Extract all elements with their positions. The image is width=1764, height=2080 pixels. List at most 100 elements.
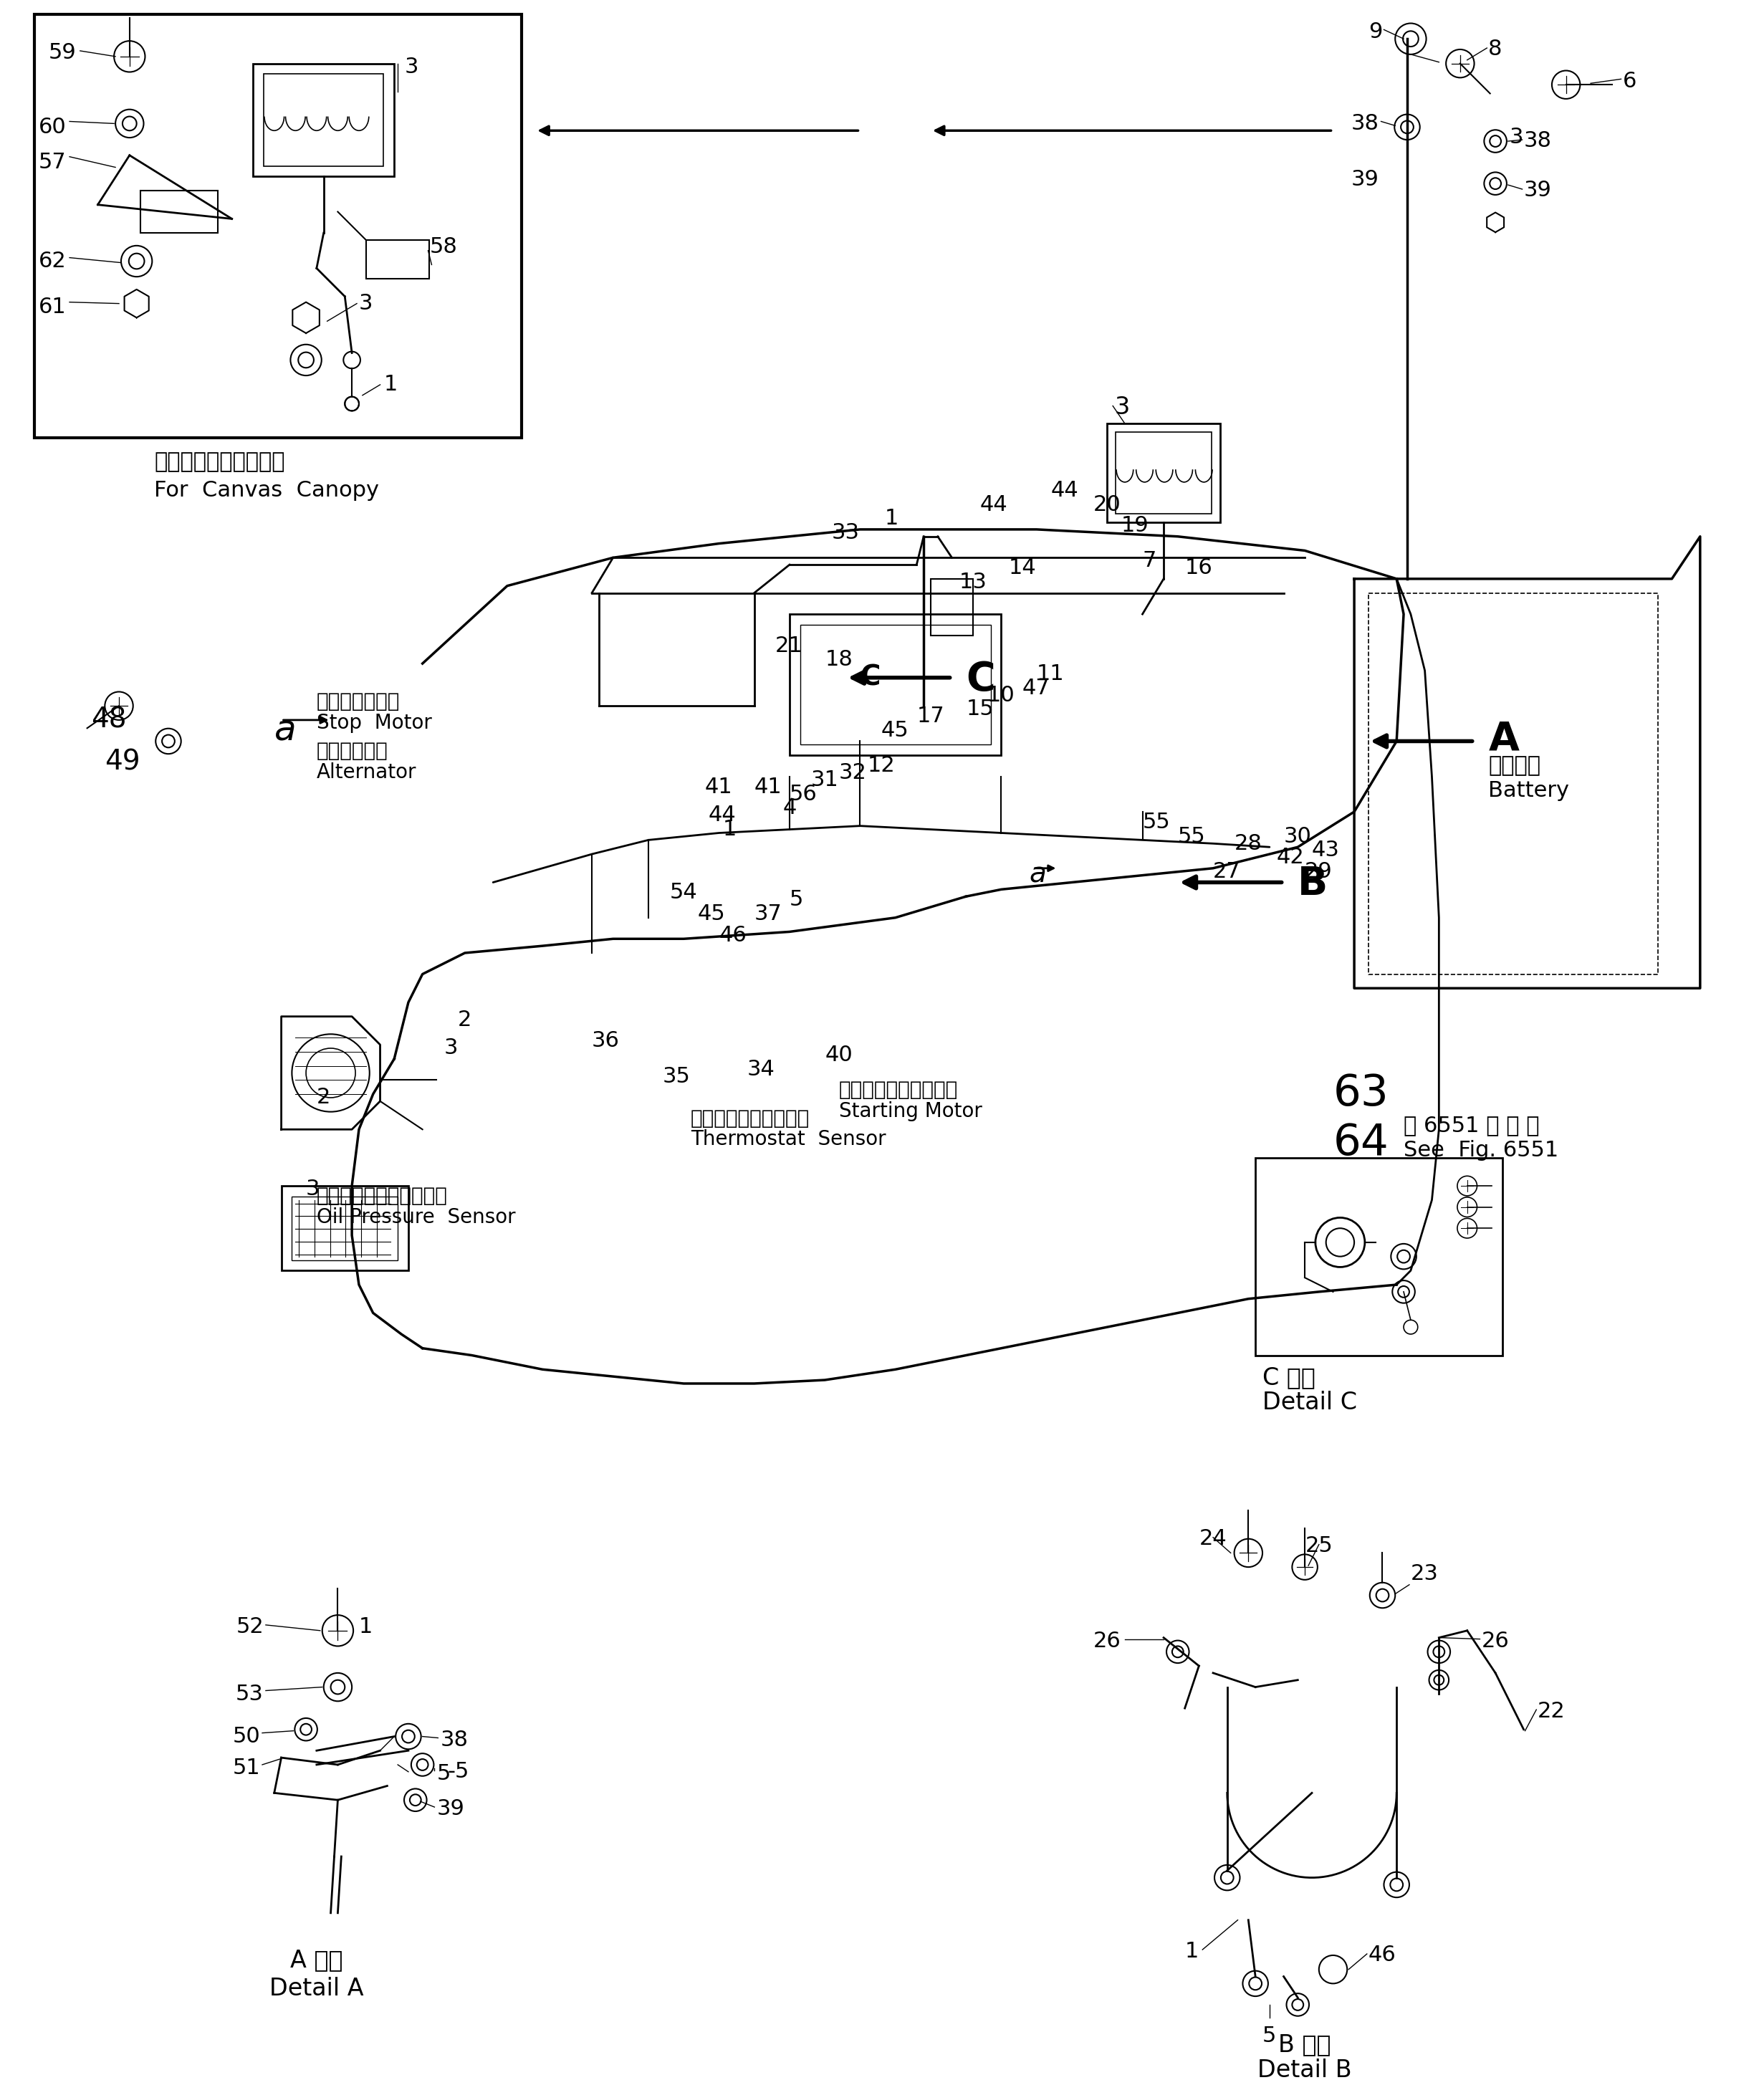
Text: 35: 35 bbox=[663, 1065, 690, 1086]
Text: 39: 39 bbox=[437, 1799, 464, 1820]
Text: 1: 1 bbox=[886, 508, 898, 528]
Text: 36: 36 bbox=[593, 1030, 619, 1050]
Bar bbox=[263, 75, 383, 166]
Text: キャンバスキャノビ用: キャンバスキャノビ用 bbox=[153, 451, 286, 472]
Text: For  Canvas  Canopy: For Canvas Canopy bbox=[153, 480, 379, 501]
Text: 26: 26 bbox=[1482, 1631, 1508, 1652]
Text: 15: 15 bbox=[967, 699, 993, 720]
Text: 46: 46 bbox=[1369, 1945, 1395, 1966]
Text: 20: 20 bbox=[1094, 495, 1120, 516]
Text: 64: 64 bbox=[1334, 1123, 1388, 1165]
Text: 17: 17 bbox=[917, 705, 944, 726]
Text: 43: 43 bbox=[1312, 840, 1339, 861]
Text: 29: 29 bbox=[1305, 861, 1332, 882]
Text: C: C bbox=[967, 659, 995, 699]
Bar bbox=[801, 624, 991, 745]
Text: 46: 46 bbox=[720, 926, 746, 946]
Text: Stop  Motor: Stop Motor bbox=[316, 713, 432, 732]
Bar bbox=[280, 1186, 407, 1271]
Text: -5: -5 bbox=[448, 1762, 469, 1783]
Text: スターティングモータ: スターティングモータ bbox=[840, 1080, 958, 1100]
Text: 47: 47 bbox=[1023, 678, 1050, 699]
Bar bbox=[1115, 433, 1212, 514]
Text: 39: 39 bbox=[1524, 181, 1552, 202]
Text: 41: 41 bbox=[755, 776, 781, 797]
Text: ストップモータ: ストップモータ bbox=[316, 693, 400, 711]
Text: 2: 2 bbox=[459, 1009, 471, 1030]
Text: 26: 26 bbox=[1094, 1631, 1122, 1652]
Text: 21: 21 bbox=[776, 634, 803, 655]
Text: Starting Motor: Starting Motor bbox=[840, 1100, 983, 1121]
Text: 38: 38 bbox=[1351, 112, 1379, 133]
Text: B: B bbox=[1298, 865, 1328, 903]
Text: 57: 57 bbox=[39, 152, 65, 173]
Text: 51: 51 bbox=[233, 1758, 259, 1778]
Text: 1: 1 bbox=[723, 820, 736, 840]
Text: 18: 18 bbox=[826, 649, 852, 670]
Text: 39: 39 bbox=[1351, 168, 1379, 189]
Text: 44: 44 bbox=[1051, 480, 1078, 501]
Text: 40: 40 bbox=[826, 1044, 852, 1065]
Text: 50: 50 bbox=[233, 1726, 259, 1747]
Text: 42: 42 bbox=[1277, 847, 1304, 867]
Text: 62: 62 bbox=[39, 250, 65, 270]
Text: Detail B: Detail B bbox=[1258, 2059, 1351, 2080]
Text: 38: 38 bbox=[441, 1728, 467, 1749]
Text: 61: 61 bbox=[39, 297, 65, 318]
Text: 6: 6 bbox=[1623, 71, 1637, 92]
Bar bbox=[365, 239, 429, 279]
Text: 12: 12 bbox=[868, 755, 894, 776]
Text: 44: 44 bbox=[981, 495, 1007, 516]
Text: Detail C: Detail C bbox=[1263, 1392, 1357, 1414]
Text: 44: 44 bbox=[709, 805, 736, 826]
Text: 11: 11 bbox=[1037, 664, 1064, 684]
Text: 3: 3 bbox=[445, 1038, 457, 1059]
Text: 3: 3 bbox=[305, 1179, 319, 1200]
Text: Battery: Battery bbox=[1489, 780, 1570, 801]
Text: 1: 1 bbox=[1185, 1941, 1200, 1961]
Bar bbox=[139, 191, 217, 233]
Bar bbox=[291, 1196, 397, 1260]
Bar bbox=[1108, 424, 1221, 522]
Text: 8: 8 bbox=[1489, 40, 1503, 60]
Text: Detail A: Detail A bbox=[270, 1976, 363, 2001]
Text: A 詳細: A 詳細 bbox=[291, 1949, 342, 1972]
Text: 33: 33 bbox=[833, 522, 859, 543]
Text: 3: 3 bbox=[1115, 395, 1129, 418]
Text: a: a bbox=[273, 713, 296, 747]
Text: Thermostat  Sensor: Thermostat Sensor bbox=[691, 1129, 886, 1150]
Text: Alternator: Alternator bbox=[316, 763, 416, 782]
Bar bbox=[790, 614, 1002, 755]
Text: 53: 53 bbox=[236, 1683, 263, 1704]
Text: 38: 38 bbox=[1524, 131, 1552, 152]
Text: Oil Pressure  Sensor: Oil Pressure Sensor bbox=[316, 1206, 515, 1227]
Text: 52: 52 bbox=[236, 1616, 263, 1637]
Text: 4: 4 bbox=[783, 797, 796, 817]
Text: 55: 55 bbox=[1178, 826, 1205, 847]
Text: 3: 3 bbox=[1510, 127, 1524, 148]
Text: 28: 28 bbox=[1235, 832, 1261, 853]
Text: 32: 32 bbox=[840, 763, 866, 784]
Text: A: A bbox=[1489, 720, 1519, 759]
Text: 48: 48 bbox=[90, 705, 127, 732]
Text: 54: 54 bbox=[670, 882, 697, 903]
Text: 13: 13 bbox=[960, 572, 986, 593]
Text: オイルプレッシャセンサ: オイルプレッシャセンサ bbox=[316, 1186, 448, 1206]
Text: C: C bbox=[861, 664, 880, 691]
Text: 1: 1 bbox=[358, 1616, 372, 1637]
Text: 41: 41 bbox=[706, 776, 732, 797]
Text: 34: 34 bbox=[748, 1059, 774, 1080]
Text: 5: 5 bbox=[437, 1764, 450, 1785]
Bar bbox=[1256, 1159, 1503, 1356]
Text: 25: 25 bbox=[1305, 1535, 1334, 1556]
Text: 63: 63 bbox=[1334, 1073, 1388, 1115]
Text: 45: 45 bbox=[882, 720, 908, 740]
Text: 2: 2 bbox=[316, 1088, 330, 1109]
Text: 27: 27 bbox=[1214, 861, 1240, 882]
Bar bbox=[252, 64, 393, 177]
Text: 45: 45 bbox=[699, 903, 725, 924]
Text: 30: 30 bbox=[1284, 826, 1311, 847]
Text: 24: 24 bbox=[1200, 1529, 1228, 1550]
Text: 3: 3 bbox=[404, 56, 418, 77]
Text: 56: 56 bbox=[790, 784, 817, 805]
